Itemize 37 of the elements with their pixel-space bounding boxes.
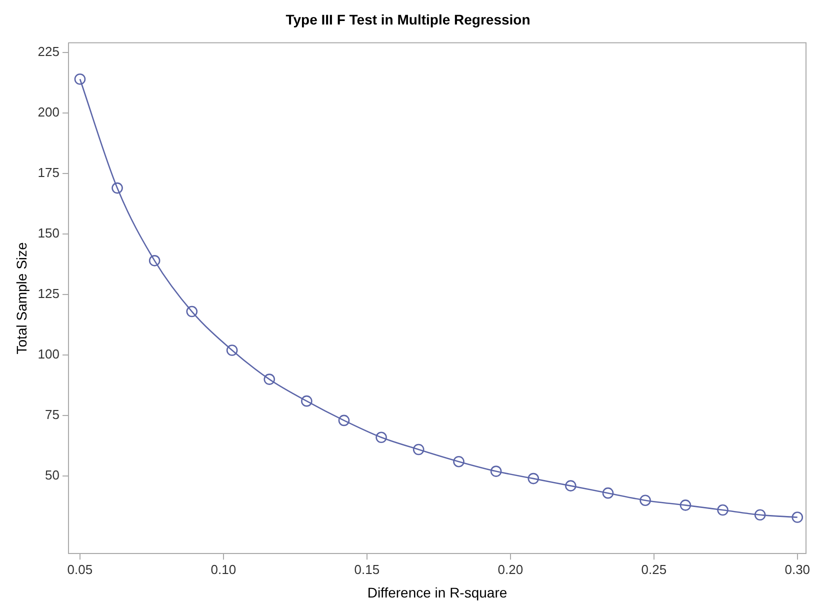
point <box>640 494 651 506</box>
x-tick-label: 0.15 <box>354 562 380 577</box>
x-tick-label: 0.30 <box>784 562 810 577</box>
point <box>301 395 312 407</box>
point <box>490 466 502 477</box>
point <box>186 306 198 318</box>
y-tick-label: 100 <box>38 346 60 362</box>
point <box>680 500 692 511</box>
point <box>148 255 160 266</box>
y-tick-label: 175 <box>38 165 60 180</box>
point <box>717 504 728 516</box>
point <box>602 487 614 499</box>
point <box>792 512 804 523</box>
point <box>226 344 238 356</box>
y-axis-title: Total Sample Size <box>13 242 30 354</box>
x-tick-label: 0.20 <box>498 562 524 577</box>
point <box>565 480 576 492</box>
point <box>754 509 766 521</box>
point <box>528 472 540 484</box>
chart-title: Type III F Test in Multiple Regression <box>286 11 530 28</box>
x-tick-label: 0.10 <box>210 562 236 577</box>
point <box>112 182 123 194</box>
y-tick-label: 125 <box>38 286 60 302</box>
y-tick-label: 75 <box>45 407 60 422</box>
x-tick-label: 0.25 <box>641 562 667 577</box>
point <box>453 456 464 468</box>
x-axis-title: Difference in R-square <box>367 584 508 600</box>
point <box>376 432 387 444</box>
y-tick-label: 200 <box>38 104 60 120</box>
point <box>74 73 86 85</box>
x-tick-label: 0.05 <box>67 562 93 577</box>
y-tick-label: 150 <box>38 226 60 241</box>
y-tick-label: 50 <box>45 468 60 483</box>
point <box>264 374 276 385</box>
point <box>412 444 424 456</box>
y-tick-label: 225 <box>38 44 60 60</box>
point <box>338 414 350 426</box>
